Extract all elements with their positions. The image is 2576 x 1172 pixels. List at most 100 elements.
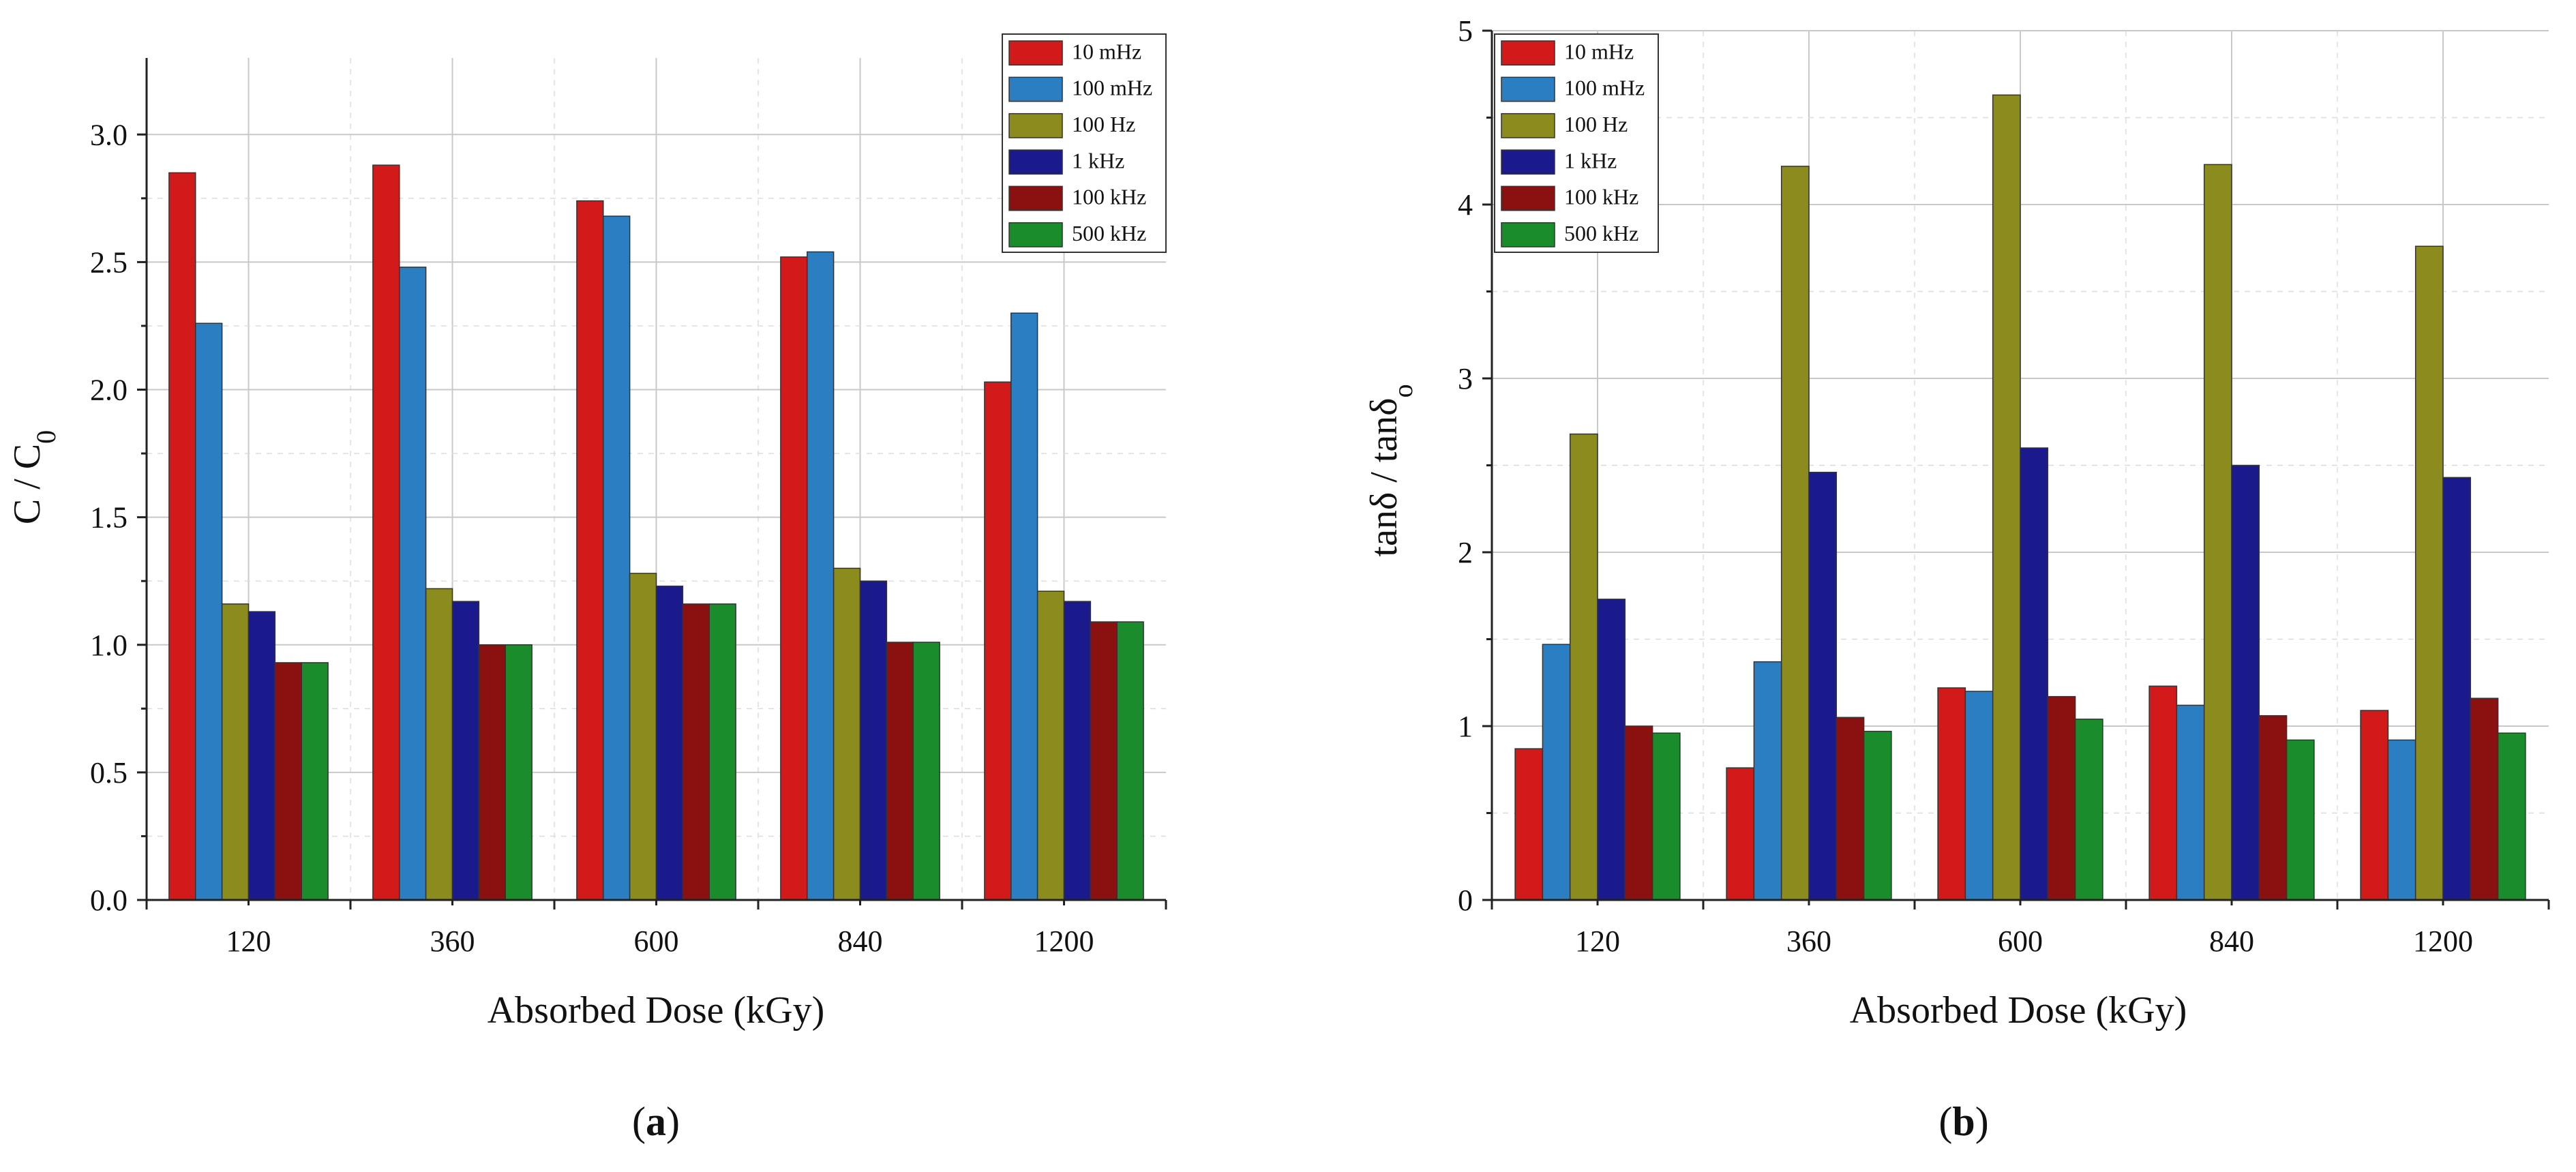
bar-10-mhz-360 [1726,767,1755,901]
bar-100-khz-600 [2047,695,2076,901]
bar-100-khz-360 [1836,717,1865,901]
legend-swatch-100-hz [1501,112,1555,138]
y-axis-title-subscript: o [1388,384,1418,397]
chart-panel-b: 0 1 2 3 4 5 120 360 600 840 1200 Absorbed Dose (kGy… [1363,14,2550,1144]
bar-100-hz-600 [629,573,657,901]
bar-100-hz-120 [1569,433,1598,901]
bar-10-mhz-360 [372,164,400,901]
bar-500-khz-120 [301,662,329,901]
legend-label-100-khz: 100 kHz [1564,185,1638,209]
y-tick-label: 4 [1458,188,1473,222]
bar-100-hz-360 [425,588,453,901]
legend-label-1-khz: 1 kHz [1564,148,1617,172]
x-tick-label: 360 [430,925,475,958]
chart-panel-a: 0.0 0.5 1.0 1.5 2.0 2.5 3.0 120 360 600 840 1200 Abs… [6,33,1167,1144]
panel-label-letter: a [646,1099,666,1144]
legend-swatch-10-mhz [1501,40,1555,66]
bar-500-khz-1200 [2497,732,2526,901]
y-tick-label: 1.0 [90,629,128,662]
legend-label-100-khz: 100 kHz [1072,185,1146,209]
legend-swatch-100-mhz [1501,76,1555,102]
bar-100-mhz-360 [399,267,427,901]
panel-label-close: ) [1975,1099,1989,1144]
x-axis-title: Absorbed Dose (kGy) [488,989,825,1032]
x-tick-label: 840 [838,925,883,958]
bar-1-khz-840 [859,580,888,901]
bar-100-khz-600 [682,603,710,901]
bar-100-khz-360 [478,644,506,901]
bar-100-mhz-600 [1964,691,1994,901]
y-tick-label: 0 [1458,884,1473,917]
bar-100-mhz-120 [1542,644,1571,901]
bar-500-khz-600 [708,603,736,901]
bar-500-khz-840 [2286,739,2315,901]
y-tick-label: 3.0 [90,118,128,151]
bar-100-hz-1200 [1036,590,1065,901]
bar-1-khz-120 [1597,599,1626,901]
bar-10-mhz-1200 [2360,710,2389,901]
bar-100-khz-120 [1624,725,1653,901]
legend-swatch-500-khz [1501,222,1555,247]
x-tick-label: 600 [1998,925,2043,958]
panel-label-open: ( [632,1099,646,1144]
bar-10-mhz-120 [1514,748,1544,901]
y-tick-label: 5 [1458,14,1473,48]
legend-box [1002,33,1167,253]
legend-label-100-hz: 100 Hz [1072,112,1135,136]
legend-swatch-10-mhz [1008,40,1063,66]
legend-label-100-mhz: 100 mHz [1564,76,1645,100]
legend-swatch-100-khz [1008,185,1063,211]
bar-10-mhz-840 [2148,685,2178,901]
legend: 10 mHz 100 mHz 100 Hz 1 kHz 100 kHz 500 kHz [1002,33,1167,253]
bar-100-hz-600 [1992,94,2021,901]
y-tick-label: 1.5 [90,501,128,535]
bar-100-mhz-840 [2176,704,2205,901]
y-axis-title-main: tanδ / tanδ [1363,397,1405,556]
bar-1-khz-1200 [1063,601,1092,901]
x-tick-label: 1200 [1034,925,1094,958]
bar-100-mhz-360 [1753,661,1782,901]
y-tick-label: 0.5 [90,756,128,790]
bar-100-mhz-1200 [2387,739,2416,901]
bar-500-khz-840 [912,642,940,901]
bar-500-khz-600 [2074,719,2103,901]
panel-label-open: ( [1938,1099,1952,1144]
bar-500-khz-120 [1651,732,1681,901]
bar-1-khz-600 [655,585,684,901]
y-tick-label: 2.0 [90,374,128,407]
bar-500-khz-360 [1863,730,1892,901]
legend-label-100-mhz: 100 mHz [1072,76,1152,100]
bar-100-mhz-1200 [1010,312,1038,901]
legend-swatch-100-mhz [1008,76,1063,102]
y-axis-title: tanδ / tanδo [1363,384,1418,556]
bar-100-hz-120 [221,603,250,901]
bar-100-khz-1200 [1090,621,1118,901]
bar-100-hz-360 [1780,166,1810,901]
y-tick-label: 0.0 [90,884,128,917]
bar-100-khz-120 [274,662,302,901]
y-axis-title-subscript: 0 [31,430,61,444]
bar-100-mhz-840 [807,251,835,901]
bar-100-hz-840 [2203,164,2232,901]
legend-swatch-1-khz [1008,149,1063,175]
panel-label-letter: b [1952,1099,1975,1144]
legend-swatch-100-khz [1501,185,1555,211]
legend-label-100-hz: 100 Hz [1564,112,1628,136]
legend-label-10-mhz: 10 mHz [1564,39,1634,63]
x-tick-label: 1200 [2413,925,2473,958]
x-tick-label: 120 [226,925,271,958]
x-axis-title: Absorbed Dose (kGy) [1850,989,2187,1032]
bar-10-mhz-840 [780,256,808,901]
bar-1-khz-600 [2020,447,2049,901]
legend-label-500-khz: 500 kHz [1564,221,1638,245]
bar-100-khz-840 [886,642,914,901]
legend-label-500-khz: 500 kHz [1072,221,1146,245]
bar-10-mhz-600 [576,200,604,901]
legend-swatch-1-khz [1501,149,1555,175]
legend-swatch-500-khz [1008,222,1063,247]
bar-100-mhz-600 [603,215,631,901]
y-axis-title-main: C / C [6,444,48,524]
legend-label-10-mhz: 10 mHz [1072,39,1141,63]
panel-label: (b) [1938,1099,1988,1144]
